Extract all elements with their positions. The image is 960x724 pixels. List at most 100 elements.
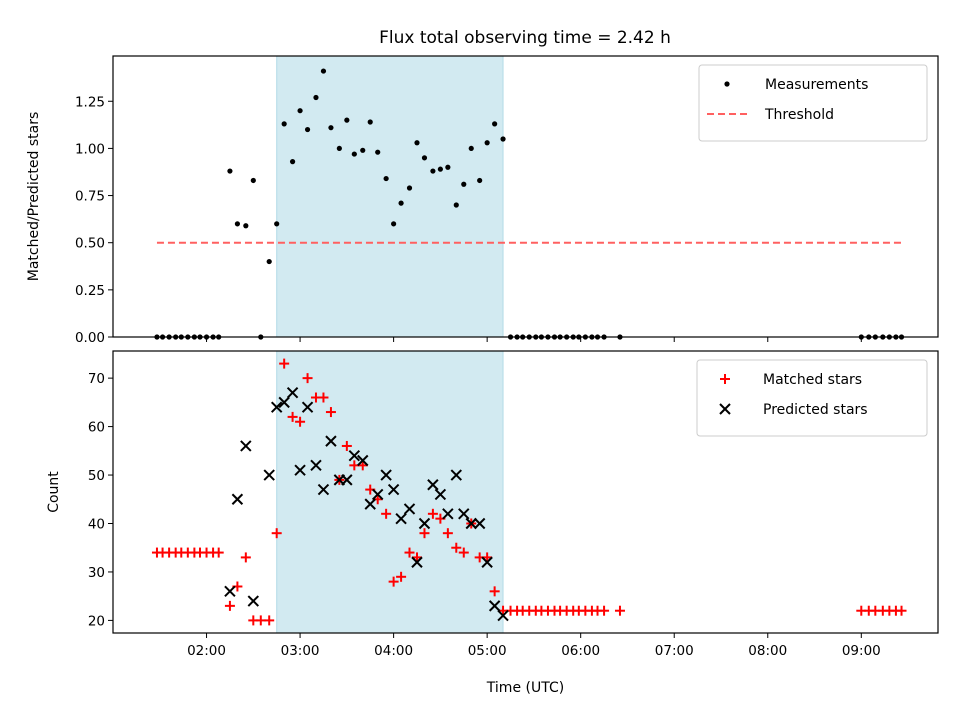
marker-stroke — [310, 459, 322, 472]
bottom-panel: 20 30 40 50 60 70 02:00 03:00 04:00 05:00 06:00 07:… — [46, 350, 939, 696]
predicted-star-marker — [442, 508, 454, 520]
marker-stroke — [450, 469, 462, 481]
matched-star-marker — [442, 528, 453, 539]
marker-stroke — [301, 401, 314, 413]
matched-star-marker — [396, 571, 407, 582]
measurement-point — [445, 164, 451, 170]
measurement-point — [492, 121, 498, 127]
predicted-star-marker — [372, 488, 384, 501]
matched-star-marker — [427, 508, 438, 519]
predicted-star-marker — [450, 469, 462, 481]
measurement-point — [461, 181, 467, 187]
marker-stroke — [231, 493, 244, 505]
marker-stroke — [247, 595, 260, 607]
marker-stroke — [317, 483, 330, 496]
legend-label: Predicted stars — [763, 402, 868, 418]
predicted-star-marker — [278, 396, 290, 409]
matched-star-marker — [614, 605, 625, 616]
legend-label: Threshold — [764, 107, 834, 123]
measurement-point — [336, 145, 342, 152]
x-tick-label: 05:00 — [468, 643, 507, 659]
marker-stroke — [427, 479, 439, 491]
marker-stroke — [270, 401, 283, 413]
y-tick-label: 50 — [88, 468, 105, 484]
predicted-star-marker — [263, 469, 275, 481]
matched-star-marker — [213, 547, 224, 558]
predicted-star-marker — [403, 503, 416, 515]
measurement-point — [398, 200, 404, 206]
y-tick-label: 0.50 — [75, 236, 105, 252]
matched-star-marker — [295, 416, 306, 427]
predicted-star-marker — [348, 449, 361, 462]
marker-stroke — [473, 517, 486, 530]
predicted-star-marker — [286, 386, 299, 399]
measurement-point — [281, 121, 287, 127]
marker-stroke — [364, 498, 376, 510]
matched-star-marker — [896, 605, 907, 616]
measurement-point — [414, 140, 420, 146]
measurement-point — [375, 149, 381, 155]
marker-stroke — [387, 483, 400, 496]
y-tick-label: 60 — [88, 420, 105, 436]
predicted-star-marker — [364, 498, 376, 510]
measurement-point — [406, 185, 413, 191]
predicted-star-marker — [301, 401, 314, 413]
y-tick-label: 0.00 — [75, 330, 105, 346]
measurement-point — [227, 168, 233, 174]
measurement-point — [289, 159, 296, 165]
marker-stroke — [224, 585, 236, 598]
measurement-point — [328, 125, 334, 131]
matched-star-marker — [224, 600, 235, 611]
marker-stroke — [488, 600, 501, 612]
marker-stroke — [403, 503, 416, 515]
marker-stroke — [278, 396, 290, 409]
matched-star-marker — [302, 373, 313, 384]
predicted-star-marker — [325, 435, 337, 447]
y-tick-label: 1.25 — [75, 94, 105, 110]
marker-stroke — [434, 488, 447, 501]
axes-frame — [112, 55, 939, 338]
measurement-point — [421, 155, 428, 161]
legend-marker — [724, 81, 730, 87]
x-tick-label: 08:00 — [748, 643, 787, 659]
measurement-point — [360, 147, 366, 153]
axes-frame — [112, 350, 939, 634]
y-tick-label: 0.25 — [75, 283, 105, 299]
measurement-point — [304, 126, 311, 133]
matched-star-marker — [388, 576, 399, 587]
y-tick-label: 1.00 — [75, 141, 105, 157]
measurement-point — [477, 177, 483, 184]
predicted-star-marker — [317, 483, 330, 496]
y-tick-label: 0.75 — [75, 189, 105, 205]
y-axis-label: Count — [46, 471, 62, 513]
series-matched-stars — [151, 358, 907, 626]
marker-stroke — [411, 556, 423, 568]
measurement-point — [234, 221, 241, 227]
series-predicted-stars — [224, 386, 509, 622]
matched-star-marker — [279, 358, 290, 369]
marker-stroke — [372, 488, 384, 501]
measurement-point — [367, 119, 373, 125]
predicted-star-marker — [473, 517, 486, 530]
y-axis-label: Matched/Predicted stars — [26, 112, 42, 282]
measurement-point — [484, 140, 490, 146]
marker-stroke — [325, 435, 337, 447]
x-tick-label: 06:00 — [561, 643, 600, 659]
marker-stroke — [418, 517, 431, 530]
matched-star-marker — [404, 547, 415, 558]
x-tick-label: 02:00 — [187, 643, 226, 659]
matched-star-marker — [287, 411, 298, 422]
legend-box — [698, 64, 928, 142]
matched-star-marker — [599, 605, 610, 616]
marker-stroke — [348, 449, 361, 462]
measurement-point — [266, 258, 272, 265]
measurement-point — [383, 175, 389, 182]
predicted-star-marker — [465, 517, 477, 530]
predicted-star-marker — [224, 585, 236, 598]
marker-stroke — [357, 454, 369, 467]
measurement-point — [320, 68, 327, 74]
predicted-star-marker — [411, 556, 423, 568]
measurement-point — [313, 94, 319, 101]
